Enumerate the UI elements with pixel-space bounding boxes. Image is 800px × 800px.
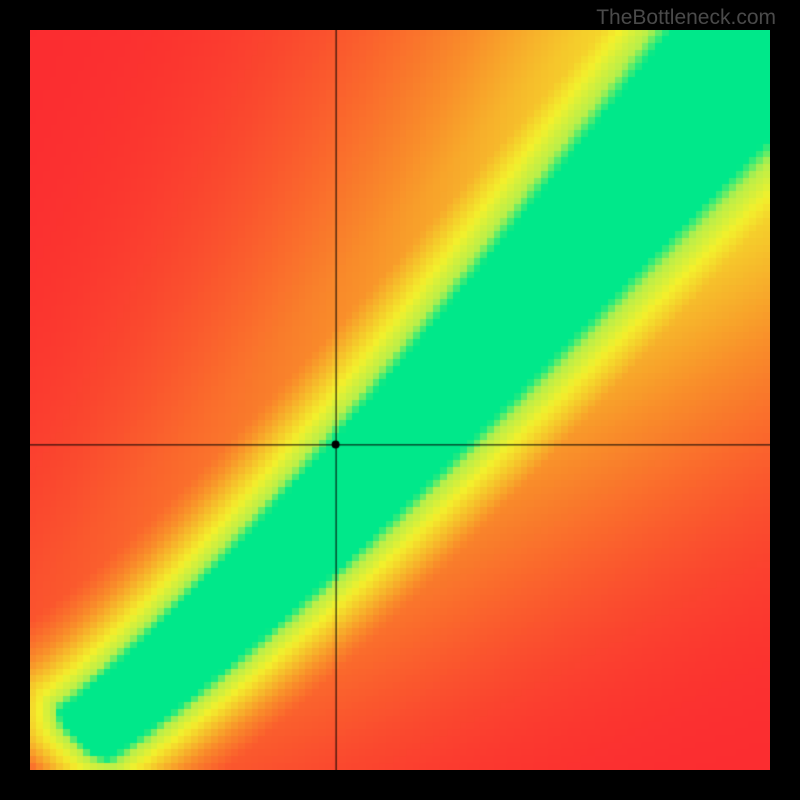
heatmap-canvas [30,30,770,770]
root-container: TheBottleneck.com [0,0,800,800]
plot-area [30,30,770,770]
watermark-text: TheBottleneck.com [596,6,776,30]
